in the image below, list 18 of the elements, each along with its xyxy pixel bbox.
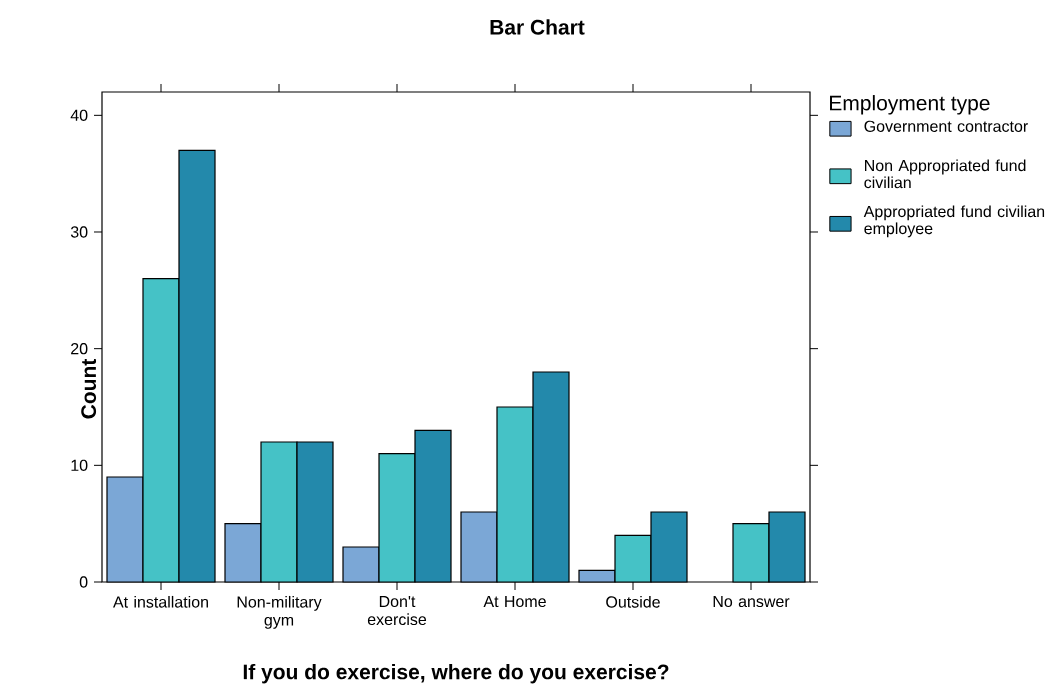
y-tick-label: 10 — [71, 459, 88, 471]
x-tick-label: Don't exercise — [367, 595, 427, 626]
legend-label: Government contractor — [864, 120, 1028, 132]
y-tick-label: 20 — [71, 343, 88, 355]
x-tick-label: Non-military gym — [237, 595, 322, 629]
x-tick-label: No answer — [713, 595, 790, 608]
legend-label: Appropriated fund civilian employee — [863, 205, 1045, 238]
y-tick-label: 0 — [79, 576, 88, 588]
legend-label: Non Appropriated fund civilian — [864, 159, 1026, 189]
legend-title: Employment type — [830, 95, 990, 115]
x-axis-title: If you do exercise, where do you exercise? — [243, 663, 669, 684]
x-tick-label: At Home — [483, 595, 546, 608]
y-tick-label: 30 — [70, 226, 88, 238]
y-axis-title: Count — [81, 358, 97, 419]
chart-title: Bar Chart — [490, 19, 585, 35]
y-tick-label: 40 — [70, 109, 88, 121]
x-tick-label: Outside — [606, 595, 660, 608]
x-tick-label: At installation — [113, 595, 208, 608]
